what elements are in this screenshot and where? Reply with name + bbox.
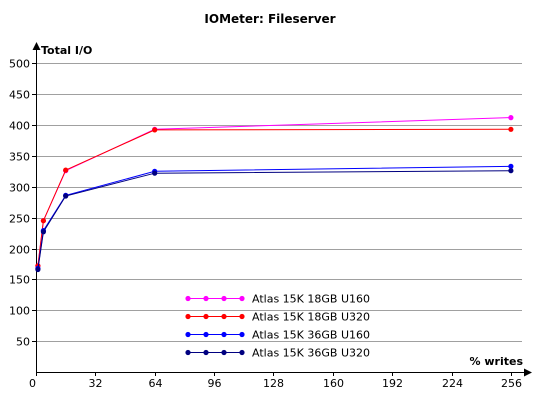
legend-item: Atlas 15K 18GB U320 <box>185 311 370 324</box>
series-4 <box>35 168 514 273</box>
legend: Atlas 15K 18GB U160 Atlas 15K 18GB U320 At… <box>185 293 370 360</box>
series-layer <box>35 115 514 273</box>
legend-marker <box>203 331 209 338</box>
y-tick-label: 200 <box>9 244 30 257</box>
x-axis-label: % writes <box>470 355 524 368</box>
legend-marker <box>203 349 209 356</box>
legend-marker <box>221 295 227 302</box>
legend-marker <box>239 313 245 320</box>
series-line <box>37 165 511 269</box>
chart-title: IOMeter: Fileserver <box>204 12 335 26</box>
legend-marker <box>185 331 191 338</box>
x-tick-label: 64 <box>149 377 163 390</box>
x-tick-label: 256 <box>501 377 522 390</box>
y-tick-label: 350 <box>9 151 30 164</box>
series-3 <box>35 163 514 271</box>
data-point <box>508 168 514 174</box>
data-point <box>508 126 514 132</box>
legend-marker <box>221 331 227 338</box>
legend-label: Atlas 15K 36GB U320 <box>252 347 370 360</box>
y-tick-label: 100 <box>9 305 30 318</box>
legend-item: Atlas 15K 18GB U160 <box>185 293 370 306</box>
y-tick-label: 400 <box>9 120 30 133</box>
legend-item: Atlas 15K 36GB U320 <box>185 347 370 360</box>
series-line <box>37 128 511 266</box>
legend-label: Atlas 15K 18GB U160 <box>252 293 370 306</box>
data-point <box>63 193 69 199</box>
legend-label: Atlas 15K 18GB U320 <box>252 311 370 324</box>
y-tick-label: 50 <box>16 336 30 349</box>
x-tick-label: 32 <box>89 377 103 390</box>
legend-marker <box>203 313 209 320</box>
data-point <box>40 218 47 224</box>
y-axis-label: Total I/O <box>41 44 92 57</box>
legend-marker <box>239 331 245 338</box>
legend-item: Atlas 15K 36GB U160 <box>185 329 370 342</box>
y-tick-label: 450 <box>9 89 30 102</box>
y-tick-label: 150 <box>9 274 30 287</box>
legend-label: Atlas 15K 36GB U160 <box>252 329 370 342</box>
axes <box>32 42 532 377</box>
series-line <box>37 117 511 266</box>
data-point <box>63 167 69 173</box>
legend-marker <box>239 295 245 302</box>
x-tick-label: 224 <box>442 377 463 390</box>
series-line <box>37 170 511 270</box>
data-point <box>508 163 514 169</box>
x-tick-label: 0 <box>29 377 36 390</box>
series-1 <box>35 115 514 269</box>
gridlines <box>36 63 522 342</box>
x-tick-label: 160 <box>323 377 344 390</box>
legend-marker <box>185 349 191 356</box>
data-point <box>35 266 41 273</box>
legend-marker <box>203 295 209 302</box>
legend-marker <box>185 295 191 302</box>
y-axis-ticks: 50 100 150 200 250 300 350 400 450 500 <box>9 58 36 349</box>
data-point <box>152 170 158 176</box>
x-axis-arrow <box>524 368 532 377</box>
data-point <box>508 115 514 121</box>
y-tick-label: 500 <box>9 58 30 71</box>
legend-marker <box>239 349 245 356</box>
y-tick-label: 300 <box>9 182 30 195</box>
y-tick-label: 250 <box>9 213 30 226</box>
data-point <box>152 127 158 133</box>
series-2 <box>35 126 514 269</box>
x-tick-label: 128 <box>263 377 284 390</box>
x-tick-label: 96 <box>208 377 222 390</box>
x-axis-ticks: 0 32 64 96 128 160 192 224 256 <box>29 372 522 390</box>
legend-marker <box>221 349 227 356</box>
legend-marker <box>221 313 227 320</box>
y-axis-arrow <box>32 42 41 50</box>
legend-marker <box>185 313 191 320</box>
x-tick-label: 192 <box>382 377 403 390</box>
data-point <box>40 229 47 235</box>
